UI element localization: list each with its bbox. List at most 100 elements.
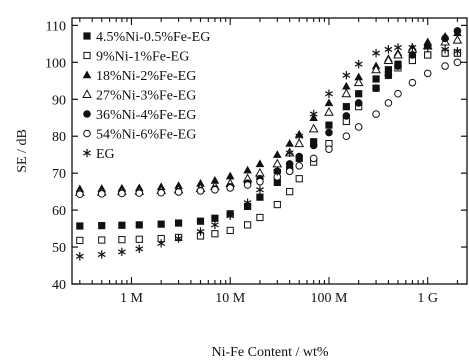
data-point [295,132,304,141]
data-point [76,236,84,245]
data-point [256,177,264,186]
data-point [294,138,305,148]
data-point [285,167,294,176]
data-point [255,185,264,194]
data-point [98,222,106,230]
data-point [372,84,380,92]
data-point [423,43,432,52]
data-point [273,150,282,158]
data-point [118,189,126,198]
data-point [452,34,463,44]
data-point [325,128,333,137]
data-point [324,98,334,107]
data-point [196,217,205,225]
data-point [256,213,264,222]
data-point [342,132,351,141]
data-point [394,43,402,52]
data-point [285,139,294,147]
data-point [342,81,351,90]
y-tick-label: 50 [52,241,66,256]
plot-frame [71,17,468,285]
data-point [372,75,380,83]
data-point [384,99,393,107]
data-point [355,90,363,98]
legend-label: 54%Ni-6%Fe-EG [96,128,196,143]
data-point [272,158,283,168]
data-point [342,71,351,80]
data-point [325,121,333,129]
data-point [256,193,264,201]
data-point [211,185,219,194]
data-point [211,230,219,238]
data-point [117,247,126,257]
legend-label: 18%Ni-2%Fe-EG [96,69,196,84]
data-point [196,227,205,236]
data-point [97,190,106,198]
legend-label: EG [96,147,115,162]
data-point [384,71,393,80]
data-point [342,112,351,120]
x-tick-label: 10 M [215,291,246,306]
x-axis-label: Ni-Fe Content / wt% [211,345,328,360]
data-point [76,190,84,199]
data-point [210,176,220,184]
data-point [325,89,333,98]
data-point [243,181,252,189]
series-layer [74,27,463,261]
y-tick-label: 100 [45,56,66,71]
data-point [372,48,381,58]
data-point [226,211,235,220]
data-point [324,106,334,116]
data-point [453,58,462,67]
data-point [211,214,219,222]
data-point [243,165,252,174]
data-point [408,43,417,52]
data-point [309,141,318,150]
legend-marker [82,70,92,79]
legend-label: 4.5%Ni-0.5%Fe-EG [96,30,210,45]
data-point [174,219,183,227]
data-point [243,221,252,229]
series-6 [75,43,462,261]
legend-label: 27%Ni-3%Fe-EG [96,89,196,104]
data-point [341,88,352,98]
data-point [372,110,380,118]
data-point [286,188,294,196]
data-point [325,145,333,153]
x-tick-label: 100 M [310,291,348,306]
x-tick-label: 1 M [120,291,144,306]
data-point [174,234,183,243]
data-point [441,62,449,70]
data-point [453,47,462,56]
data-point [441,34,449,43]
legend-marker [83,129,91,138]
data-point [408,51,417,59]
legend-marker [82,89,92,98]
data-point [210,220,219,230]
data-point [135,235,143,243]
data-point [135,221,143,229]
data-point [273,167,282,176]
data-point [295,175,303,183]
data-point [354,123,363,131]
y-tick-label: 60 [52,204,66,219]
data-point [423,69,432,78]
data-point [196,187,205,195]
data-point [118,221,126,229]
legend-label: 36%Ni-4%Fe-EG [96,108,196,123]
data-point [285,148,294,158]
data-point [76,222,84,230]
data-point [353,77,364,87]
x-tick-label: 1 G [417,291,438,306]
data-point [394,62,402,70]
legend-marker [83,110,91,118]
data-point [135,244,144,254]
data-point [309,154,318,163]
data-point [295,161,304,170]
data-point [97,250,106,259]
data-point [225,171,235,180]
data-point [371,64,381,74]
data-point [273,200,281,209]
series-5 [76,58,462,199]
